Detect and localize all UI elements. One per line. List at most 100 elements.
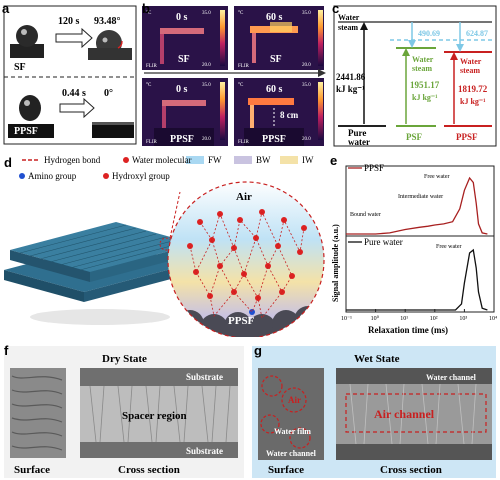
c-water-steam-2: steam — [338, 23, 358, 32]
amino-icon — [19, 173, 25, 179]
b-brand-4: FLIR — [238, 140, 250, 145]
panel-b: 0 s 60 s SF SF 0 s 60 s PPSF PPSF 8 cm 3… — [140, 0, 330, 150]
c-psf-ws-2: steam — [412, 64, 432, 73]
e-ylabel: Signal amplitude (a.u.) — [331, 224, 340, 302]
g-water-film: Water film — [274, 427, 311, 436]
f-surface: Surface — [14, 464, 50, 476]
legend-iw: IW — [302, 155, 314, 165]
b-brand-1: FLIR — [146, 64, 158, 69]
b-ppsf-label-right: PPSF — [262, 134, 286, 145]
ppsf-arrow-icon — [59, 97, 95, 119]
b-scale-top-2: 35.0 — [302, 11, 311, 16]
c-ppsf-ws-1: Water — [460, 57, 482, 66]
pure-water-series-line — [346, 248, 488, 311]
ppsf-steam-arrow-icon — [456, 44, 464, 52]
f-title: Dry State — [102, 353, 147, 365]
g-water-channel-top: Water channel — [426, 373, 477, 382]
panel-f: Dry State Substrate Spacer region Substr… — [0, 342, 248, 480]
g-surface: Surface — [268, 464, 304, 476]
e-intermediate-water: Intermediate water — [398, 194, 443, 200]
b-unit-3: °C — [146, 83, 152, 88]
sf-droplet-left — [16, 25, 38, 47]
c-psf-unit: kJ kg⁻¹ — [412, 93, 438, 102]
c-pure-label-2: water — [348, 137, 370, 147]
b-sf-label-left: SF — [178, 54, 190, 65]
b-scale-top-1: 35.0 — [202, 11, 211, 16]
x-tick-label: 10² — [430, 316, 438, 322]
contact-angle-arc — [117, 40, 123, 49]
c-water-steam-1: Water — [338, 13, 360, 22]
ppsf-substrate-left — [8, 124, 54, 138]
d-ppsf-label: PPSF — [228, 315, 255, 327]
ppsf-angle: 0° — [104, 88, 113, 99]
e-bound-water: Bound water — [350, 212, 381, 218]
panel-d-label: d — [4, 155, 12, 170]
b-sf-label-right: SF — [270, 54, 282, 65]
b-ppsf-label-left: PPSF — [170, 134, 194, 145]
f-substrate-bottom: Substrate — [186, 446, 223, 456]
sf-arrow-icon — [55, 27, 93, 49]
b-time-start-top: 0 s — [176, 12, 188, 23]
x-tick-label: 10¹ — [400, 316, 408, 322]
b-scale-bottom-1: 20.0 — [202, 63, 211, 68]
c-ppsf-steam: 624.87 — [466, 29, 488, 38]
f-substrate-top: Substrate — [186, 372, 223, 382]
panel-a-figure: SF PPSF 120 s 93.48° 0.44 s 0° — [3, 5, 137, 145]
panel-c-figure: Water steam 2441.86 kJ kg⁻¹ Pure water 4… — [333, 5, 497, 147]
panel-c-label: c — [332, 1, 340, 16]
psf-steam-arrow-icon — [408, 40, 416, 48]
b-scale-top-3: 35.0 — [202, 83, 211, 88]
legend-hydroxyl: Hydroxyl group — [112, 171, 170, 181]
b-brand-2: FLIR — [238, 64, 250, 69]
g-title: Wet State — [354, 353, 400, 365]
panel-a-label: a — [2, 1, 10, 16]
d-air-label: Air — [236, 191, 252, 203]
panel-d: Hydrogen bond Water molecular FW BW IW A… — [0, 152, 328, 337]
legend-water: Water molecular — [132, 155, 192, 165]
b-time-end-top: 60 s — [266, 12, 283, 23]
panel-e-chart: PPSF Pure water Free water Intermediate … — [331, 163, 497, 335]
c-psf-steam: 490.69 — [418, 29, 440, 38]
g-air-channel: Air channel — [374, 407, 435, 421]
b-time-end-bottom: 60 s — [266, 84, 283, 95]
g-water-channel-bottom: Water channel — [266, 449, 317, 458]
e-xlabel: Relaxation time (ms) — [368, 325, 448, 335]
b-unit-2: °C — [238, 11, 244, 16]
sf-droplet-right — [96, 30, 123, 48]
e-top-series: PPSF — [364, 163, 384, 173]
hydroxyl-icon — [103, 173, 109, 179]
c-ppsf-ws-2: steam — [460, 66, 480, 75]
panel-e-label: e — [330, 153, 338, 168]
sf-substrate-left — [10, 44, 44, 58]
ppsf-label: PPSF — [14, 126, 38, 137]
f-spacer: Spacer region — [122, 410, 187, 422]
b-scale-top-4: 35.0 — [302, 83, 311, 88]
sf-angle: 93.48° — [94, 16, 121, 27]
legend-amino: Amino group — [28, 171, 77, 181]
b-unit-4: °C — [238, 83, 244, 88]
panel-g-figure: Wet State Air Water film Water channel A… — [252, 346, 496, 478]
ppsf-time: 0.44 s — [62, 88, 86, 99]
b-unit-1: °C — [146, 11, 152, 16]
b-time-start-bottom: 0 s — [176, 84, 188, 95]
ppsf-arrow-icon — [450, 52, 458, 60]
x-tick-label: 10⁰ — [371, 315, 380, 322]
panel-a: SF PPSF 120 s 93.48° 0.44 s 0° a — [0, 0, 140, 150]
ppsf-substrate-right — [92, 124, 134, 138]
c-pure-label-1: Pure — [348, 128, 366, 138]
c-ppsf-label: PPSF — [456, 132, 478, 142]
panel-g: Wet State Air Water film Water channel A… — [250, 342, 500, 480]
c-ppsf-unit: kJ kg⁻¹ — [460, 97, 486, 106]
b-scale-bottom-3: 20.0 — [202, 137, 211, 142]
g-air: Air — [288, 395, 301, 405]
sf-label: SF — [14, 62, 26, 73]
sf-time: 120 s — [58, 16, 80, 27]
pure-arrow-icon — [360, 22, 368, 30]
c-pure-value: 2441.86 — [336, 72, 366, 82]
time-arrow-icon — [318, 69, 326, 77]
e-bottom-series: Pure water — [364, 237, 403, 247]
c-psf-value: 1951.17 — [410, 80, 440, 90]
panel-d-figure: Hydrogen bond Water molecular FW BW IW A… — [4, 155, 325, 337]
panel-f-figure: Dry State Substrate Spacer region Substr… — [4, 346, 244, 478]
x-tick-label: 10⁻¹ — [341, 316, 352, 322]
